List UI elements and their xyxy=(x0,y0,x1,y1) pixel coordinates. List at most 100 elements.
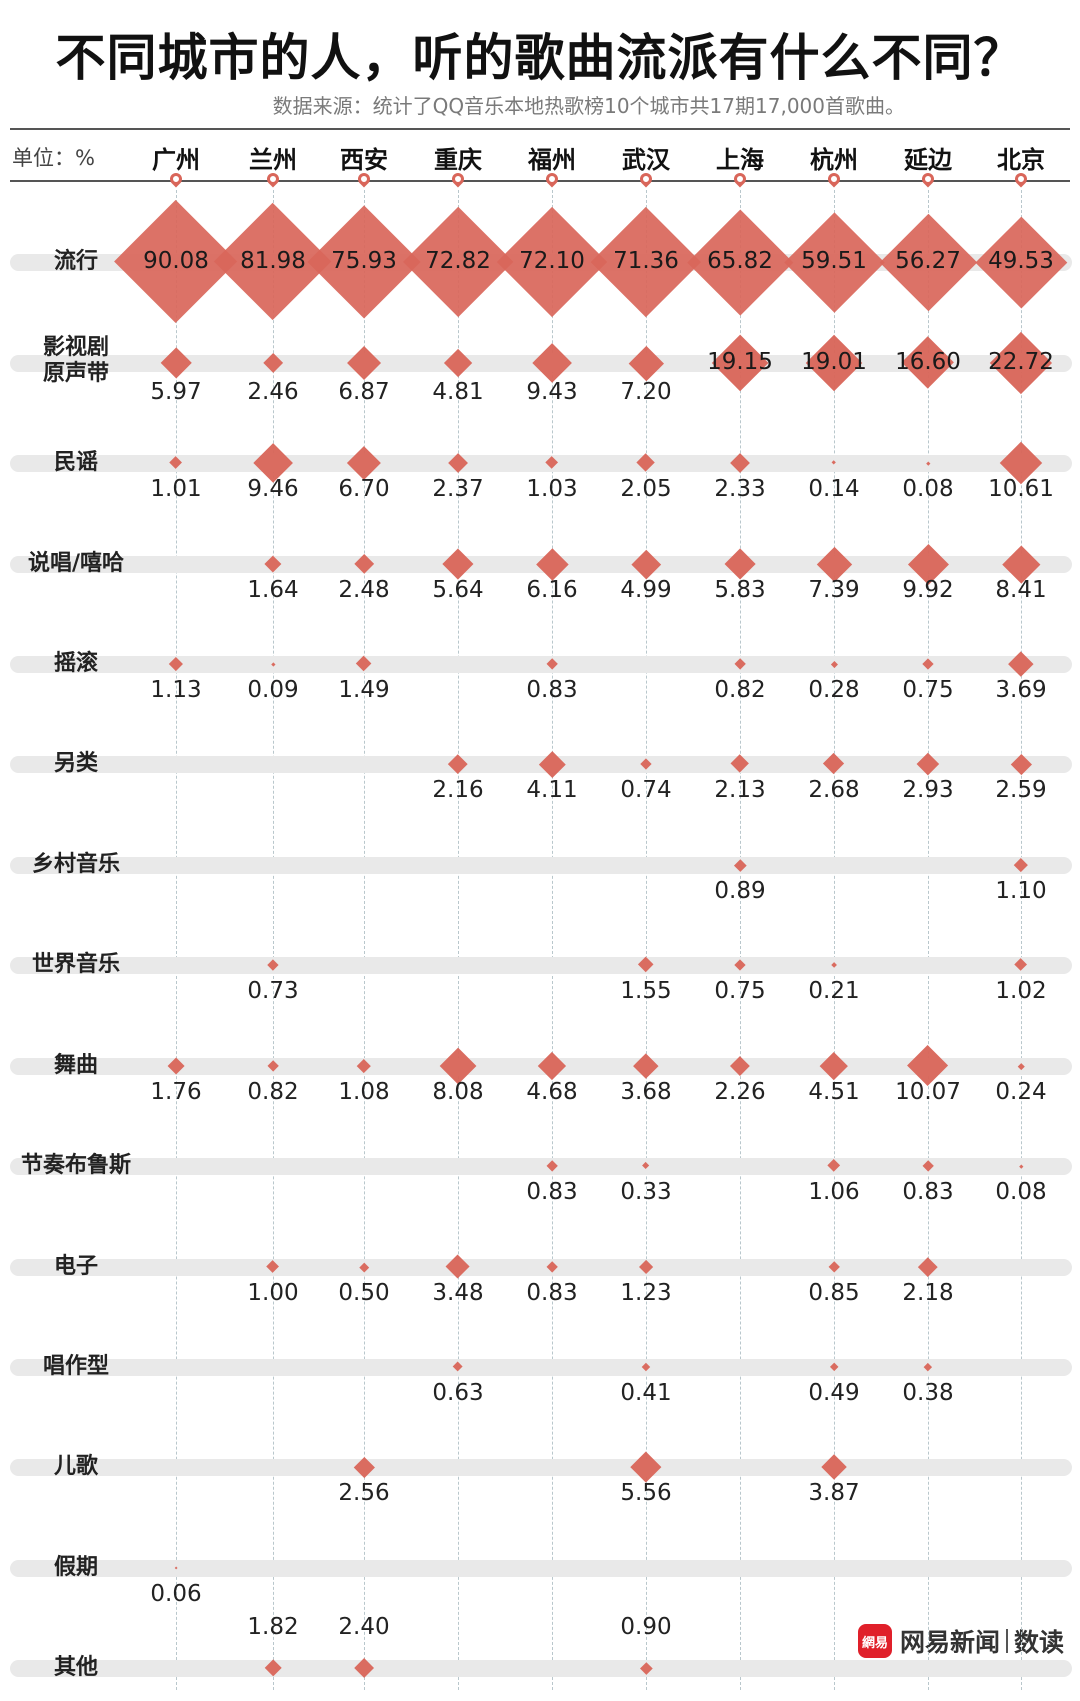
city-label: 延边 xyxy=(904,146,952,174)
value-label: 1.06 xyxy=(808,1179,860,1205)
value-label: 1.49 xyxy=(338,677,390,703)
value-diamond xyxy=(628,345,664,381)
value-label: 72.10 xyxy=(519,248,585,274)
value-label: 9.92 xyxy=(902,577,954,603)
value-label: 2.59 xyxy=(995,777,1047,803)
row-label: 舞曲 xyxy=(53,1053,98,1078)
row-label: 乡村音乐 xyxy=(31,852,120,877)
row-track xyxy=(10,656,1072,673)
value-label: 0.75 xyxy=(902,677,954,703)
value-label: 1.13 xyxy=(150,677,202,703)
unit-label: 单位：% xyxy=(12,146,95,170)
value-label: 2.68 xyxy=(808,777,860,803)
value-label: 2.05 xyxy=(620,476,672,502)
value-label: 1.00 xyxy=(247,1280,299,1306)
gridline-3 xyxy=(458,190,459,1690)
value-label: 0.74 xyxy=(620,777,672,803)
value-label: 4.11 xyxy=(526,777,578,803)
city-label: 武汉 xyxy=(622,146,670,174)
row-label: 节奏布鲁斯 xyxy=(20,1153,131,1178)
row-label: 流行 xyxy=(53,249,98,274)
value-label: 0.83 xyxy=(902,1179,954,1205)
gridline-0 xyxy=(176,190,177,1690)
value-label: 0.28 xyxy=(808,677,860,703)
row-track xyxy=(10,1459,1072,1476)
value-label: 0.41 xyxy=(620,1380,672,1406)
value-label: 0.63 xyxy=(432,1380,484,1406)
value-diamond xyxy=(630,1451,662,1483)
value-label: 0.83 xyxy=(526,1179,578,1205)
value-diamond xyxy=(820,1052,848,1080)
value-label: 56.27 xyxy=(895,248,961,274)
value-label: 0.14 xyxy=(808,476,860,502)
brand-section: 数读 xyxy=(1014,1628,1065,1657)
value-label: 0.38 xyxy=(902,1380,954,1406)
city-label: 福州 xyxy=(528,146,576,174)
value-label: 1.03 xyxy=(526,476,578,502)
value-label: 0.24 xyxy=(995,1079,1047,1105)
header-top-rule xyxy=(10,128,1070,130)
gridline-1 xyxy=(273,190,274,1690)
value-label: 3.87 xyxy=(808,1480,860,1506)
city-label: 杭州 xyxy=(810,146,858,174)
value-label: 9.46 xyxy=(247,476,299,502)
brand-divider xyxy=(1006,1629,1009,1653)
value-label: 6.16 xyxy=(526,577,578,603)
value-label: 5.56 xyxy=(620,1480,672,1506)
value-label: 0.73 xyxy=(247,978,299,1004)
row-track xyxy=(10,857,1072,874)
value-label: 0.08 xyxy=(902,476,954,502)
row-label: 其他 xyxy=(53,1655,98,1680)
row-label: 假期 xyxy=(53,1555,98,1580)
value-label: 72.82 xyxy=(425,248,491,274)
value-label: 10.07 xyxy=(895,1079,961,1105)
value-label: 0.89 xyxy=(714,878,766,904)
value-label: 81.98 xyxy=(240,248,306,274)
value-label: 0.08 xyxy=(995,1179,1047,1205)
gridline-2 xyxy=(364,190,365,1690)
value-diamond xyxy=(271,662,275,666)
value-label: 2.93 xyxy=(902,777,954,803)
value-label: 1.64 xyxy=(247,577,299,603)
value-label: 8.41 xyxy=(995,577,1047,603)
row-label: 民谣 xyxy=(53,450,98,475)
value-label: 0.21 xyxy=(808,978,860,1004)
value-diamond xyxy=(537,1051,567,1081)
value-label: 1.08 xyxy=(338,1079,390,1105)
value-label: 6.70 xyxy=(338,476,390,502)
value-label: 2.40 xyxy=(338,1614,390,1640)
value-label: 19.15 xyxy=(707,349,773,375)
row-label: 说唱/嘻哈 xyxy=(27,551,125,576)
value-label: 22.72 xyxy=(988,349,1054,375)
value-label: 9.43 xyxy=(526,379,578,405)
brand-logo: 網易 网易新闻 数读 xyxy=(858,1623,1064,1659)
value-label: 75.93 xyxy=(331,248,397,274)
value-label: 7.20 xyxy=(620,379,672,405)
value-label: 2.13 xyxy=(714,777,766,803)
city-label: 西安 xyxy=(340,146,388,174)
value-diamond xyxy=(443,348,473,378)
city-label: 重庆 xyxy=(434,146,482,174)
value-label: 10.61 xyxy=(988,476,1054,502)
value-label: 0.50 xyxy=(338,1280,390,1306)
value-label: 2.18 xyxy=(902,1280,954,1306)
value-label: 1.02 xyxy=(995,978,1047,1004)
value-label: 6.87 xyxy=(338,379,390,405)
value-label: 3.69 xyxy=(995,677,1047,703)
value-label: 0.85 xyxy=(808,1280,860,1306)
row-track xyxy=(10,957,1072,974)
value-label: 2.16 xyxy=(432,777,484,803)
value-label: 7.39 xyxy=(808,577,860,603)
value-label: 8.08 xyxy=(432,1079,484,1105)
value-diamond xyxy=(631,549,661,579)
value-diamond xyxy=(160,347,192,379)
city-label: 上海 xyxy=(716,146,764,174)
row-label: 另类 xyxy=(53,751,98,776)
row-label: 世界音乐 xyxy=(31,952,120,977)
row-label: 摇滚 xyxy=(53,651,98,676)
value-label: 71.36 xyxy=(613,248,679,274)
row-track xyxy=(10,1259,1072,1276)
value-label: 0.75 xyxy=(714,978,766,1004)
row-label: 唱作型 xyxy=(42,1354,109,1379)
row-track xyxy=(10,1560,1072,1577)
